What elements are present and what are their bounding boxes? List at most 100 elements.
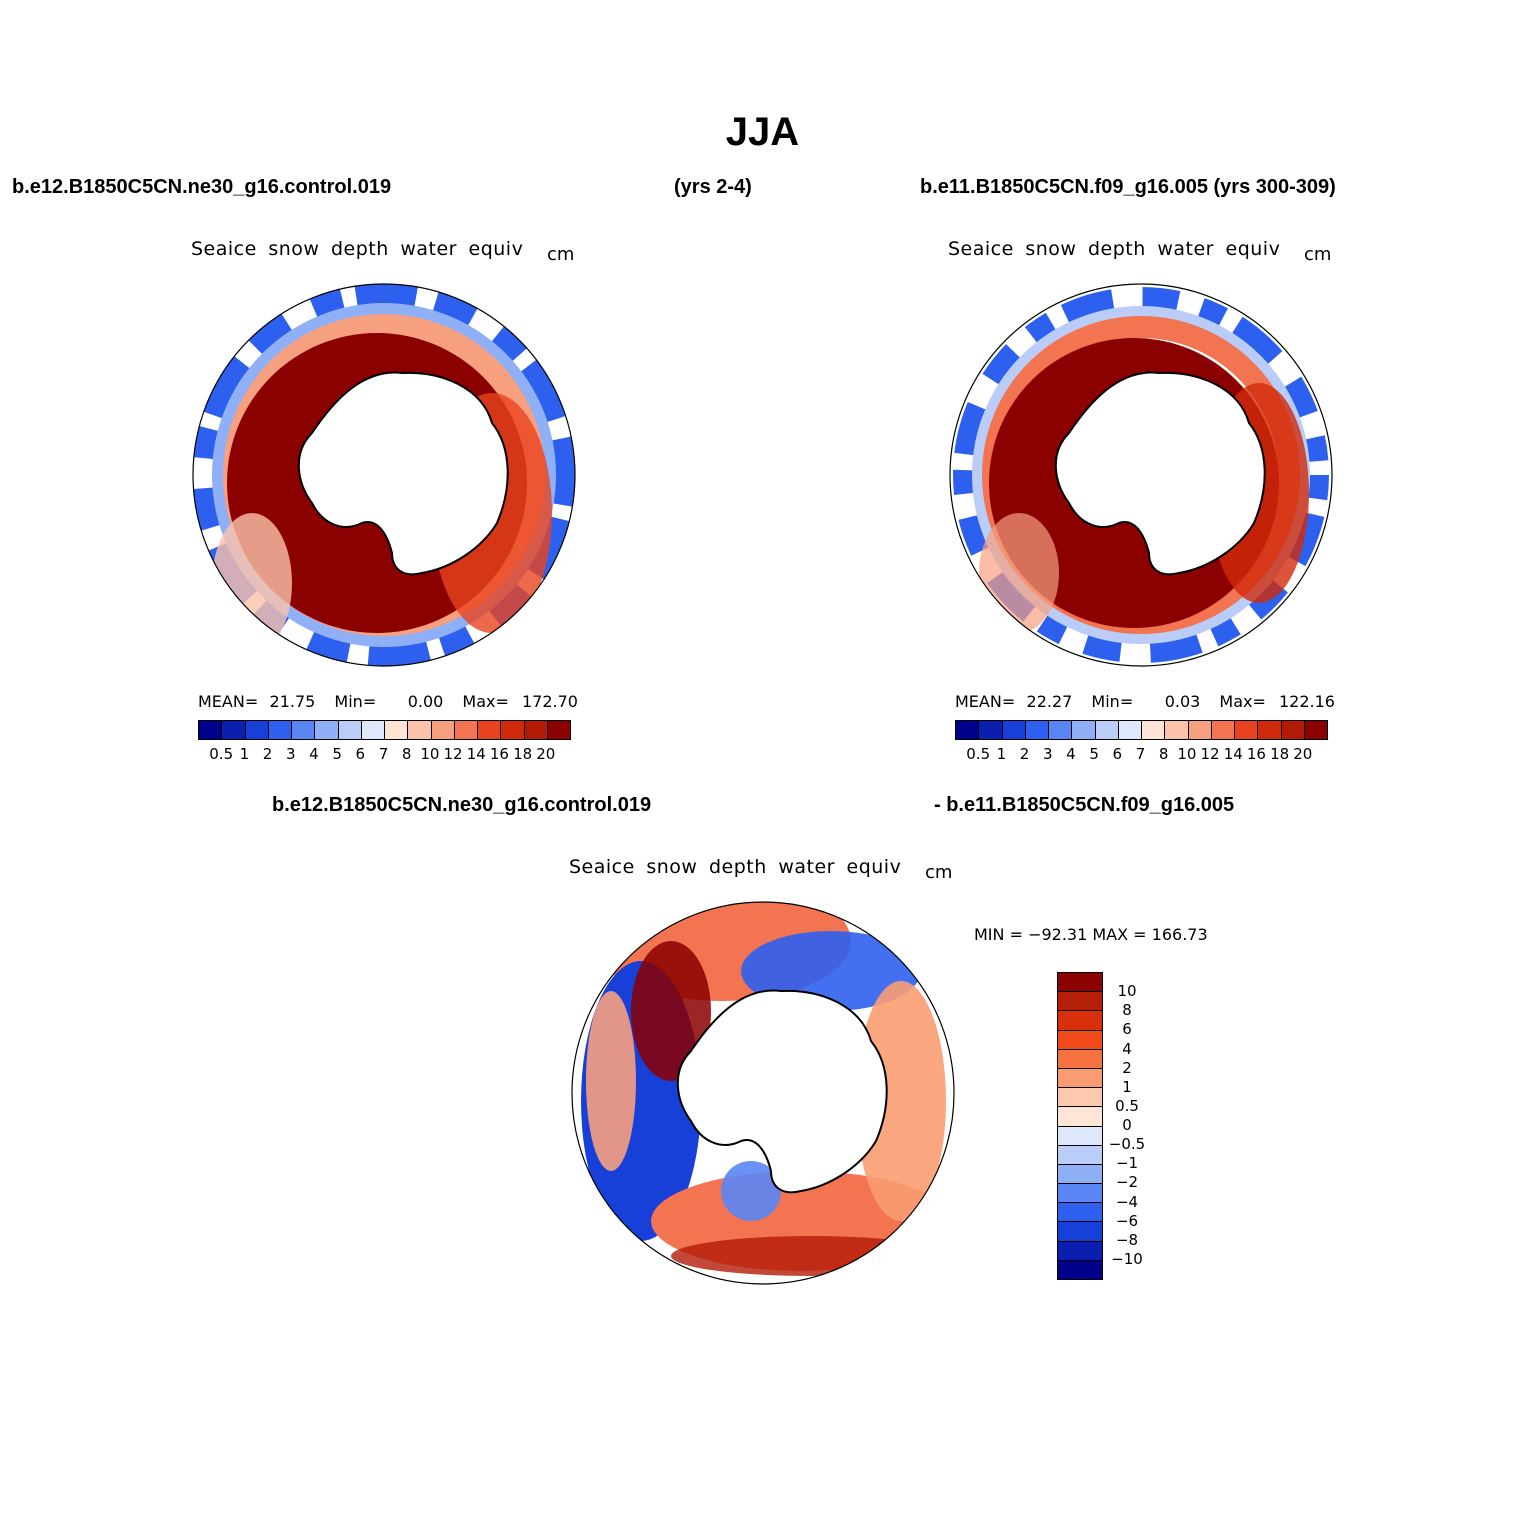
left-ice-margin (212, 303, 556, 647)
left-colorbar-box (547, 721, 570, 739)
left-colorbar-box (524, 721, 548, 739)
right-polar-map (949, 283, 1333, 667)
left-colorbar-box (292, 721, 316, 739)
left-mean-label: MEAN= (198, 692, 259, 711)
top-right-case-label: b.e11.B1850C5CN.f09_g16.005 (yrs 300-309… (920, 176, 1336, 198)
right-colorbar (955, 720, 1328, 740)
left-colorbar-label: 4 (309, 745, 319, 763)
diff-minmax: MIN = −92.31 MAX = 166.73 (974, 925, 1208, 944)
right-colorbar-label: 16 (1246, 745, 1266, 763)
left-max-value: 172.70 (522, 692, 578, 711)
right-colorbar-label: 1 (996, 745, 1007, 763)
diff-panel-title: Seaice snow depth water equiv (569, 856, 902, 878)
diff-colorbar-label: −8 (1115, 1230, 1139, 1249)
diff-colorbar-label: −10 (1111, 1249, 1143, 1268)
left-colorbar-label: 10 (420, 745, 440, 763)
right-min-value: 0.03 (1164, 692, 1201, 711)
right-colorbar-label: 3 (1042, 745, 1053, 763)
right-colorbar-label: 8 (1158, 745, 1169, 763)
diff-map-boundary (571, 901, 955, 1285)
right-colorbar-box (1235, 721, 1259, 739)
left-min-label: Min= (334, 692, 377, 711)
right-max-value: 122.16 (1279, 692, 1335, 711)
right-min-label: Min= (1091, 692, 1134, 711)
left-colorbar-label: 14 (466, 745, 486, 763)
diff-colorbar-label: 1 (1122, 1077, 1132, 1096)
diff-colorbar-box (1058, 1011, 1102, 1031)
diff-colorbar-label: −0.5 (1108, 1135, 1146, 1154)
right-colorbar-box (1304, 721, 1327, 739)
diff-colorbar-label: 8 (1122, 1001, 1132, 1020)
right-colorbar-box (1211, 721, 1235, 739)
right-colorbar-box (956, 721, 980, 739)
diff-colorbar-label: 10 (1117, 982, 1137, 1001)
right-mean-label: MEAN= (955, 692, 1016, 711)
left-stats: MEAN= 21.75 Min= 0.00 Max= 172.70 (198, 692, 578, 711)
diff-colorbar-box (1058, 1068, 1102, 1089)
right-colorbar-box (1188, 721, 1212, 739)
right-colorbar-label: 12 (1200, 745, 1220, 763)
left-colorbar-label: 7 (378, 745, 389, 763)
diff-panel-units: cm (925, 862, 953, 883)
right-colorbar-box (1072, 721, 1096, 739)
left-colorbar-box (385, 721, 409, 739)
left-colorbar-box (478, 721, 502, 739)
left-polar-map (192, 283, 576, 667)
right-max-label: Max= (1219, 692, 1266, 711)
diff-colorbar-label: 6 (1122, 1020, 1132, 1039)
right-colorbar-box (1118, 721, 1142, 739)
left-colorbar-box (245, 721, 269, 739)
left-colorbar-label: 2 (262, 745, 273, 763)
diff-colorbar-box (1058, 1203, 1102, 1223)
left-colorbar-label: 0.5 (209, 745, 234, 763)
diff-colorbar-box (1058, 1145, 1102, 1165)
left-colorbar-box (315, 721, 339, 739)
diff-colorbar-box (1058, 973, 1102, 993)
diff-positive-east (856, 981, 946, 1221)
left-outer-ice-edge (193, 284, 575, 666)
right-colorbar-box (1165, 721, 1189, 739)
left-colorbar-label: 18 (513, 745, 533, 763)
left-colorbar-box (408, 721, 432, 739)
right-colorbar-box (1281, 721, 1305, 739)
right-mean-value: 22.27 (1026, 692, 1073, 711)
right-colorbar-box (1025, 721, 1049, 739)
left-colorbar-box (431, 721, 455, 739)
right-map-boundary (949, 283, 1333, 667)
left-colorbar-box (222, 721, 246, 739)
left-colorbar-box (501, 721, 525, 739)
right-colorbar-box (1258, 721, 1282, 739)
left-colorbar-label: 20 (536, 745, 556, 763)
diff-colorbar-box (1058, 1241, 1102, 1261)
top-left-case-label: b.e12.B1850C5CN.ne30_g16.control.019 (12, 176, 392, 198)
left-panel-title: Seaice snow depth water equiv (191, 238, 524, 260)
diff-colorbar-label: −2 (1115, 1173, 1139, 1192)
right-colorbar-box (1142, 721, 1166, 739)
right-colorbar-label: 0.5 (966, 745, 991, 763)
diff-colorbar-box (1058, 1260, 1102, 1279)
left-colorbar (198, 720, 571, 740)
diff-colorbar-label: −6 (1115, 1211, 1139, 1230)
left-colorbar-box (199, 721, 223, 739)
right-colorbar-label: 20 (1293, 745, 1313, 763)
right-outer-ice-edge (953, 287, 1329, 663)
diff-colorbar-box (1058, 1107, 1102, 1127)
bottom-right-case-label: - b.e11.B1850C5CN.f09_g16.005 (934, 794, 1235, 816)
left-min-value: 0.00 (407, 692, 444, 711)
diff-colorbar-box (1058, 1164, 1102, 1185)
bottom-left-case-label: b.e12.B1850C5CN.ne30_g16.control.019 (272, 794, 652, 816)
right-colorbar-label: 7 (1135, 745, 1146, 763)
left-colorbar-label: 1 (239, 745, 250, 763)
left-max-label: Max= (462, 692, 509, 711)
right-colorbar-label: 10 (1177, 745, 1197, 763)
top-years-label: (yrs 2-4) (674, 176, 752, 198)
right-antarctica-continent (1054, 371, 1266, 576)
diff-polar-map (571, 901, 955, 1285)
left-colorbar-label: 6 (355, 745, 366, 763)
right-colorbar-label: 6 (1112, 745, 1123, 763)
right-colorbar-box (1049, 721, 1073, 739)
right-panel-title: Seaice snow depth water equiv (948, 238, 1281, 260)
diff-colorbar-label: −4 (1115, 1192, 1139, 1211)
diff-colorbar-box (1058, 1049, 1102, 1069)
diff-colorbar-box (1058, 1126, 1102, 1146)
